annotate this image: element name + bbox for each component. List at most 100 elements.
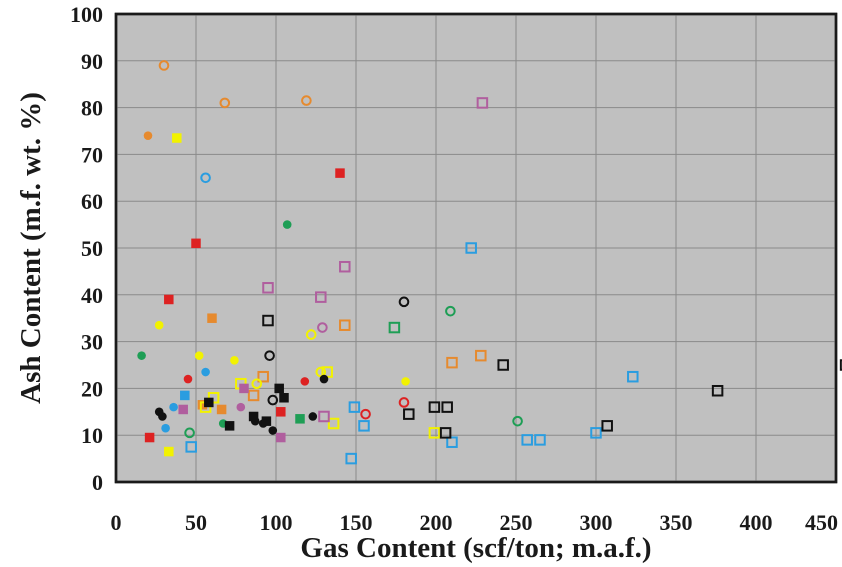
x-tick-label: 300 [580, 510, 613, 535]
y-tick-label: 70 [81, 142, 103, 167]
data-point [178, 404, 188, 415]
data-point [315, 291, 327, 303]
y-tick-label: 80 [81, 96, 103, 121]
data-point [264, 350, 275, 361]
data-point [257, 370, 269, 383]
y-tick-label: 10 [81, 423, 103, 448]
data-point [711, 384, 724, 397]
data-point [327, 417, 340, 430]
data-point [476, 97, 489, 109]
data-point [441, 401, 453, 413]
data-point [144, 432, 155, 443]
x-tick-label: 200 [420, 510, 453, 535]
plot-frame [114, 12, 838, 484]
data-point [388, 321, 401, 334]
data-point [335, 168, 345, 178]
data-point [300, 377, 310, 386]
data-point [627, 370, 639, 383]
data-point [261, 416, 272, 426]
x-tick-label: 0 [111, 510, 122, 535]
data-point [236, 402, 246, 412]
y-tick-label: 40 [81, 283, 103, 308]
data-point [521, 434, 533, 446]
data-point [216, 404, 227, 415]
data-point [345, 452, 357, 465]
data-point [348, 401, 361, 413]
data-point [191, 238, 201, 249]
data-point [164, 446, 174, 457]
data-point [439, 427, 452, 439]
data-point [219, 97, 231, 109]
data-point [318, 410, 330, 423]
data-point [267, 394, 279, 406]
data-point [207, 313, 217, 323]
data-point [534, 434, 546, 446]
data-point [184, 427, 195, 439]
data-point [276, 407, 286, 417]
data-point [360, 408, 371, 420]
data-point [247, 389, 260, 402]
data-point [317, 322, 328, 333]
data-point [497, 359, 509, 371]
data-point [204, 397, 214, 408]
data-point [158, 60, 170, 71]
data-point [230, 356, 239, 365]
data-point [224, 421, 235, 431]
y-axis-title: Ash Content (m.f. wt. %) [15, 92, 47, 404]
data-point [185, 441, 197, 453]
data-point [308, 412, 318, 421]
data-point [143, 131, 153, 140]
data-point [398, 397, 410, 408]
data-point [295, 414, 305, 424]
data-point [239, 383, 249, 394]
data-point [358, 420, 370, 432]
data-point [183, 374, 193, 384]
tick-labels: 0 50 100 150 200 250 300 350 400 450 0 10 20 30 40 50 60… [70, 2, 838, 535]
data-point [398, 296, 410, 308]
y-tick-label: 60 [81, 189, 103, 214]
data-point [276, 432, 286, 443]
data-point [154, 320, 164, 330]
x-tick-label: 450 [805, 510, 838, 535]
data-point [201, 367, 210, 377]
data-point [465, 242, 477, 254]
data-point [305, 329, 317, 340]
data-point [274, 383, 284, 394]
data-point [158, 412, 167, 421]
data-point [180, 390, 190, 401]
data-point [475, 349, 487, 362]
data-point [446, 436, 458, 448]
data-point [200, 172, 211, 184]
data-point [169, 402, 178, 412]
data-point [164, 294, 174, 305]
data-point [279, 393, 289, 403]
data-point [839, 359, 842, 371]
data-point [601, 420, 613, 432]
data-point [446, 356, 458, 369]
x-tick-label: 100 [260, 510, 293, 535]
x-tick-label: 400 [740, 510, 773, 535]
y-tick-label: 100 [70, 2, 103, 27]
data-points [137, 60, 842, 465]
y-tick-label: 30 [81, 330, 103, 355]
data-point [251, 378, 263, 390]
data-point [339, 260, 351, 273]
data-point [248, 411, 259, 422]
data-point [319, 374, 329, 384]
data-point [262, 282, 274, 294]
y-tick-label: 0 [92, 470, 103, 495]
data-point [301, 95, 312, 106]
data-point [401, 377, 410, 386]
data-point [172, 133, 182, 143]
data-point [590, 427, 602, 439]
x-axis-title: Gas Content (scf/ton; m.a.f.) [300, 532, 651, 564]
x-tick-label: 250 [500, 510, 533, 535]
data-point [268, 426, 278, 435]
y-tick-label: 20 [81, 376, 103, 401]
data-point [339, 319, 351, 331]
data-point [282, 220, 292, 229]
y-tick-label: 50 [81, 236, 103, 261]
x-tick-label: 50 [185, 510, 207, 535]
x-tick-label: 350 [660, 510, 693, 535]
